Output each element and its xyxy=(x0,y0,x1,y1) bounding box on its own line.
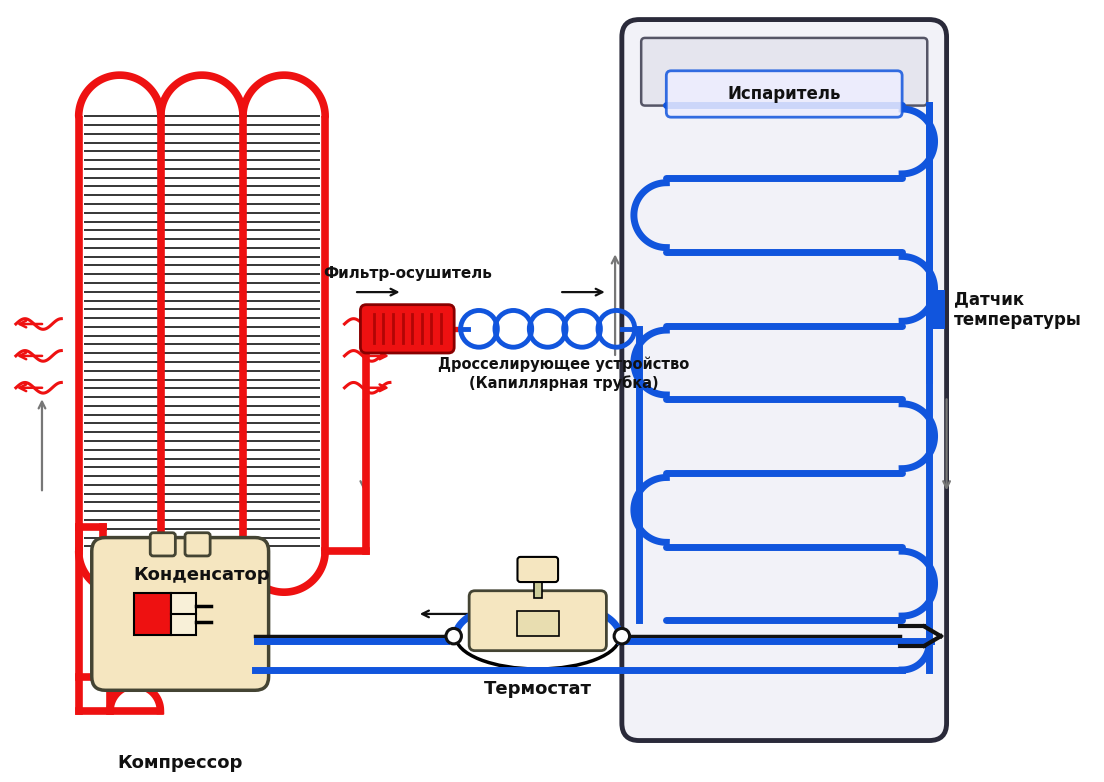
FancyBboxPatch shape xyxy=(641,38,927,106)
Circle shape xyxy=(446,629,461,644)
Ellipse shape xyxy=(456,603,620,669)
Text: Фильтр-осушитель: Фильтр-осушитель xyxy=(322,267,491,282)
FancyBboxPatch shape xyxy=(469,590,606,651)
FancyBboxPatch shape xyxy=(622,20,946,741)
FancyBboxPatch shape xyxy=(185,533,210,556)
Text: Термостат: Термостат xyxy=(484,680,592,698)
FancyBboxPatch shape xyxy=(667,71,902,117)
FancyBboxPatch shape xyxy=(150,533,176,556)
Bar xyxy=(931,290,945,328)
FancyBboxPatch shape xyxy=(360,305,454,353)
Text: Конденсатор: Конденсатор xyxy=(134,565,269,583)
Text: Компрессор: Компрессор xyxy=(117,754,243,772)
FancyBboxPatch shape xyxy=(92,537,268,691)
Bar xyxy=(134,593,170,635)
Text: Испаритель: Испаритель xyxy=(728,85,841,103)
Text: Датчик
температуры: Датчик температуры xyxy=(954,290,1082,329)
FancyBboxPatch shape xyxy=(518,557,558,582)
Bar xyxy=(517,611,559,637)
Circle shape xyxy=(614,629,629,644)
Bar xyxy=(170,593,195,635)
Text: Дросселирующее устройство
(Капиллярная трубка): Дросселирующее устройство (Капиллярная т… xyxy=(438,357,690,391)
Bar xyxy=(534,577,542,598)
